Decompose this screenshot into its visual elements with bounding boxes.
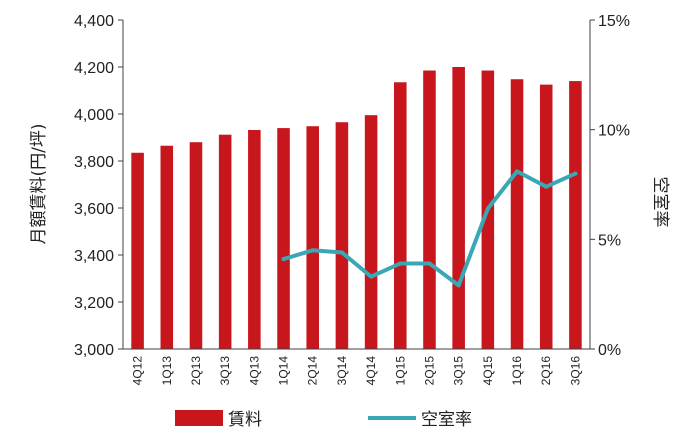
vacancy-point-3Q14 <box>339 250 344 255</box>
x-tick-label-3Q14: 3Q14 <box>335 356 349 386</box>
left-tick-label-0: 3,000 <box>74 342 114 359</box>
bar-3Q14 <box>335 122 349 349</box>
left-tick-label-6: 4,200 <box>74 60 114 77</box>
bar-3Q16 <box>569 81 582 349</box>
left-tick-label-2: 3,400 <box>74 248 114 265</box>
bar-series <box>131 67 582 350</box>
x-tick-label-1Q16: 1Q16 <box>510 356 524 386</box>
x-tick-label-1Q15: 1Q15 <box>393 356 407 386</box>
bar-1Q16 <box>510 79 524 349</box>
x-tick-label-4Q13: 4Q13 <box>247 356 261 386</box>
right-tick-label-2: 10% <box>598 123 630 140</box>
vacancy-point-2Q15 <box>427 261 432 266</box>
x-tick-label-3Q16: 3Q16 <box>568 356 582 386</box>
left-axis-title: 月額賃料(円/坪) <box>29 124 49 245</box>
left-tick-label-3: 3,600 <box>74 201 114 218</box>
bar-1Q15 <box>394 82 407 350</box>
right-tick-label-3: 15% <box>598 13 630 30</box>
x-tick-label-1Q13: 1Q13 <box>160 356 174 386</box>
x-tick-label-1Q14: 1Q14 <box>277 356 291 386</box>
left-tick-label-7: 4,400 <box>74 13 114 30</box>
x-tick-label-4Q15: 4Q15 <box>481 356 495 386</box>
right-tick-label-0: 0% <box>598 342 621 359</box>
left-tick-label-4: 3,800 <box>74 154 114 171</box>
vacancy-point-4Q14 <box>369 274 374 279</box>
vacancy-point-1Q15 <box>398 261 403 266</box>
bar-2Q14 <box>306 126 319 349</box>
x-tick-label-3Q13: 3Q13 <box>218 356 232 386</box>
left-axis-ticks: 3,000 3,200 3,400 3,600 3,800 4,000 4,200 4,400 <box>74 13 123 359</box>
legend-label-vacancy: 空室率 <box>421 410 472 430</box>
vacancy-point-1Q16 <box>515 169 520 174</box>
bar-1Q13 <box>160 145 174 349</box>
x-tick-label-4Q14: 4Q14 <box>364 356 378 386</box>
x-tick-label-2Q13: 2Q13 <box>189 356 203 386</box>
x-tick-label-4Q12: 4Q12 <box>131 356 145 386</box>
right-axis-title: 空室率 <box>650 177 670 228</box>
bar-1Q14 <box>277 128 290 349</box>
x-tick-label-2Q14: 2Q14 <box>306 356 320 386</box>
bar-4Q12 <box>131 152 144 349</box>
bar-3Q15 <box>452 67 465 349</box>
bar-4Q13 <box>248 129 261 349</box>
left-tick-label-5: 4,000 <box>74 107 114 124</box>
vacancy-point-2Q14 <box>310 248 315 253</box>
right-axis-ticks: 0% 5% 10% 15% <box>590 13 630 359</box>
bar-4Q14 <box>364 115 378 349</box>
legend-swatch-rent <box>175 410 223 426</box>
vacancy-point-4Q15 <box>485 206 490 211</box>
legend-label-rent: 賃料 <box>228 410 262 430</box>
vacancy-point-3Q15 <box>456 283 461 288</box>
x-axis-ticks: 4Q12 1Q13 2Q13 3Q13 4Q13 1Q14 2Q14 3Q14 4Q14 1Q15… <box>131 356 583 386</box>
x-tick-label-3Q15: 3Q15 <box>452 356 466 386</box>
bar-2Q13 <box>189 142 203 349</box>
right-tick-label-1: 5% <box>598 232 621 249</box>
x-tick-label-2Q15: 2Q15 <box>422 356 436 386</box>
vacancy-point-1Q14 <box>281 257 286 262</box>
bar-2Q16 <box>539 84 553 349</box>
bar-3Q13 <box>218 134 232 349</box>
legend: 賃料 空室率 <box>175 410 472 430</box>
vacancy-point-3Q16 <box>573 171 578 176</box>
bar-2Q15 <box>423 70 436 350</box>
vacancy-line-series <box>281 169 578 288</box>
left-tick-label-1: 3,200 <box>74 295 114 312</box>
vacancy-point-2Q16 <box>544 184 549 189</box>
axes <box>122 20 591 350</box>
x-tick-label-2Q16: 2Q16 <box>539 356 553 386</box>
